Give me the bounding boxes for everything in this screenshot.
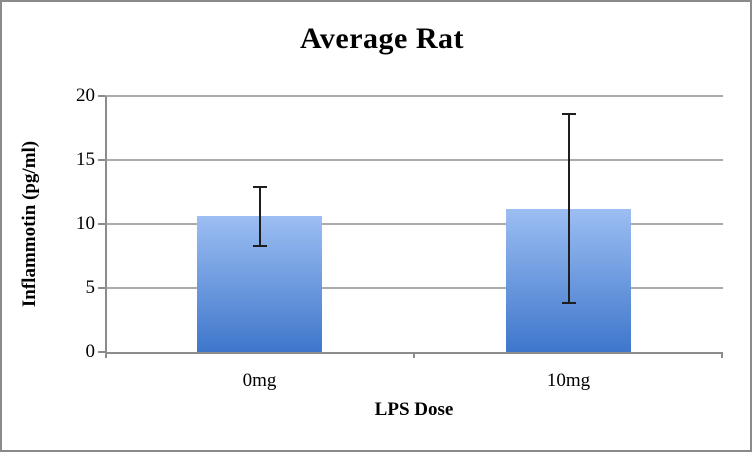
error-bar-cap-top-0mg [252, 185, 267, 188]
y-tick-label-0: 0 [85, 341, 96, 362]
y-tick-5 [98, 287, 105, 289]
x-tick-1 [413, 352, 415, 358]
error-bar-cap-top-10mg [561, 112, 576, 115]
gridline-20 [105, 95, 723, 97]
category-label-0mg: 0mg [242, 370, 277, 391]
y-tick-15 [98, 159, 105, 161]
error-bar-line-10mg [567, 113, 570, 304]
error-bar-cap-bottom-0mg [252, 244, 267, 247]
y-tick-20 [98, 95, 105, 97]
y-tick-label-15: 15 [76, 149, 95, 170]
chart-title: Average Rat [299, 22, 465, 55]
y-axis-line [105, 96, 107, 354]
y-tick-label-20: 20 [76, 85, 95, 106]
x-tick-2 [721, 352, 723, 358]
category-label-10mg: 10mg [546, 370, 591, 391]
x-axis-title: LPS Dose [374, 399, 454, 420]
y-tick-label-10: 10 [76, 213, 95, 234]
x-axis-line [105, 352, 723, 354]
x-tick-0 [105, 352, 107, 358]
y-tick-10 [98, 223, 105, 225]
gridline-5 [105, 287, 723, 289]
gridline-15 [105, 159, 723, 161]
y-tick-0 [98, 351, 105, 353]
error-bar-line-0mg [258, 186, 261, 246]
error-bar-cap-bottom-10mg [561, 302, 576, 305]
y-tick-label-5: 5 [85, 277, 96, 298]
gridline-10 [105, 223, 723, 225]
